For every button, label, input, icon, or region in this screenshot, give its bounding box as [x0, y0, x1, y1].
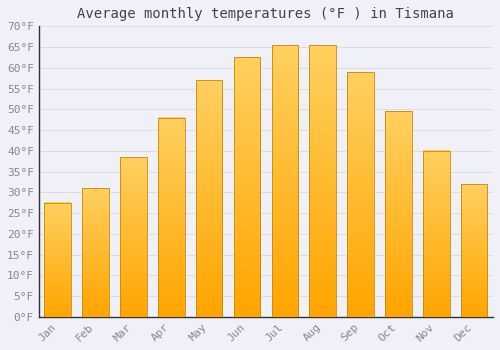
Bar	[158, 118, 184, 317]
Bar	[234, 57, 260, 317]
Title: Average monthly temperatures (°F ) in Tismana: Average monthly temperatures (°F ) in Ti…	[78, 7, 454, 21]
Bar	[385, 111, 411, 317]
Bar	[82, 188, 109, 317]
Bar	[44, 203, 71, 317]
Bar	[196, 80, 222, 317]
Bar	[120, 157, 146, 317]
Bar	[272, 45, 298, 317]
Bar	[461, 184, 487, 317]
Bar	[348, 72, 374, 317]
Bar	[310, 45, 336, 317]
Bar	[423, 151, 450, 317]
